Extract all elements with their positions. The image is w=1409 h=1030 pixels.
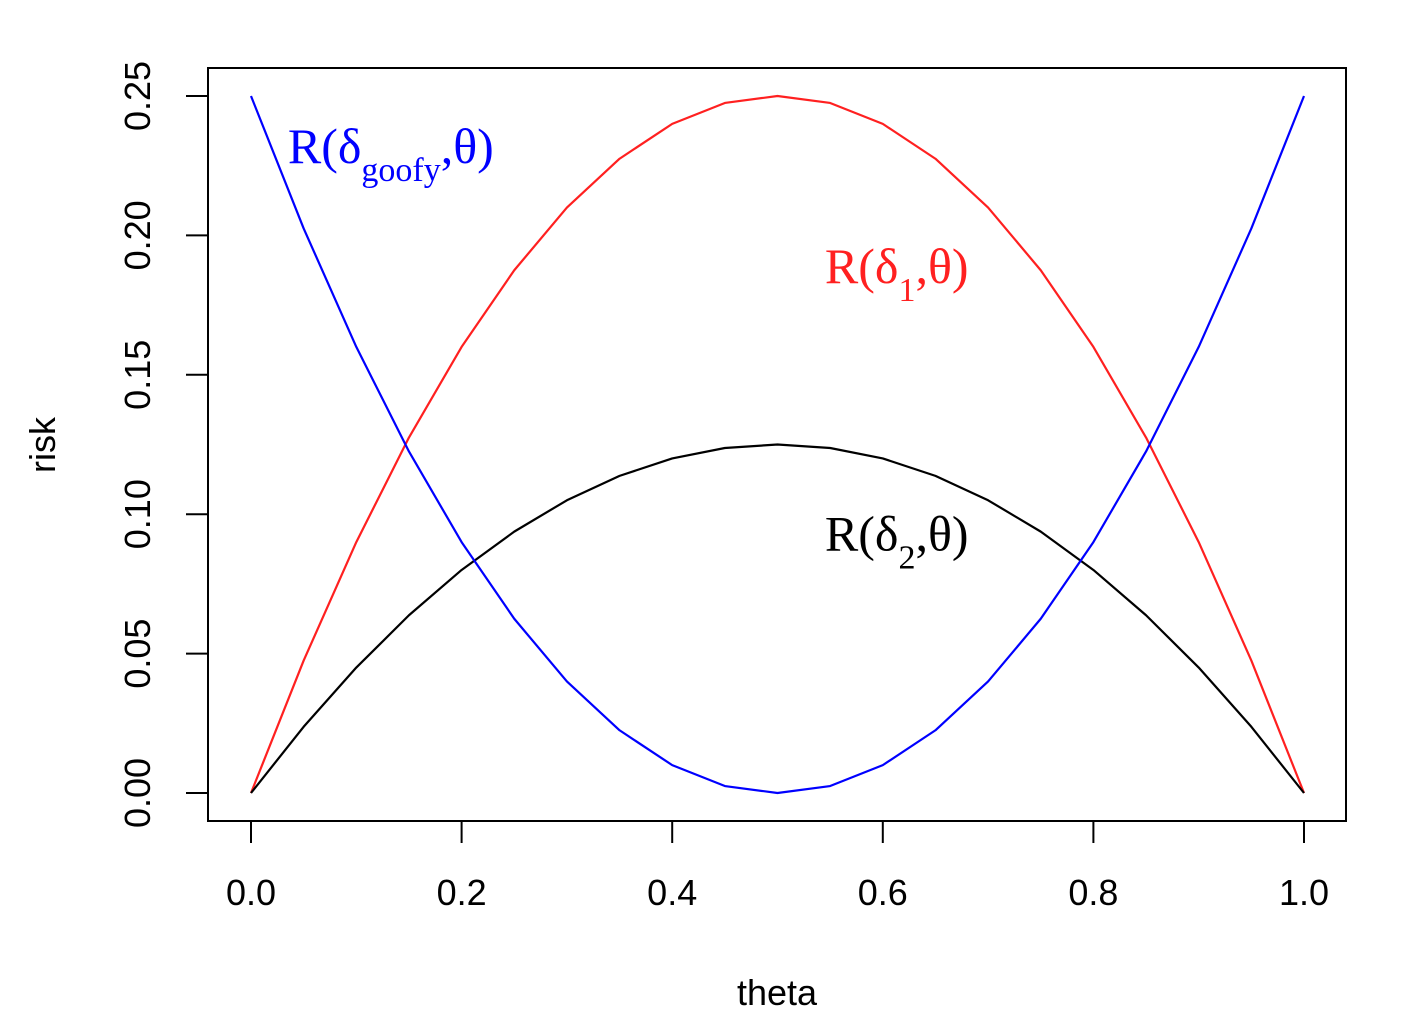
annotation-layer: R(δgoofy,θ) R(δ1,θ) R(δ2,θ): [288, 118, 969, 577]
curve-annotation-1: R(δgoofy,θ): [288, 118, 494, 189]
y-tick-label-2: 0.10: [117, 479, 158, 549]
curve-annotation-3: R(δ2,θ): [825, 505, 969, 576]
x-tick-label-1: 0.2: [437, 872, 487, 913]
series-line-3: [249, 95, 1306, 795]
x-tick-label-4: 0.8: [1068, 872, 1118, 913]
y-tick-label-3: 0.15: [117, 340, 158, 410]
curve-annotation-2: R(δ1,θ): [825, 238, 969, 309]
x-tick-label-3: 0.6: [858, 872, 908, 913]
series-line-1: [249, 94, 1306, 794]
y-axis: 0.00 0.05 0.10 0.15 0.20 0.25: [117, 61, 209, 828]
series-line-2: [250, 443, 1305, 794]
x-axis-label: theta: [737, 972, 818, 1013]
x-tick-label-5: 1.0: [1279, 872, 1329, 913]
y-axis-label: risk: [22, 416, 63, 473]
y-tick-label-4: 0.20: [117, 200, 158, 270]
y-tick-label-0: 0.00: [117, 758, 158, 828]
y-tick-label-5: 0.25: [117, 61, 158, 131]
y-tick-label-1: 0.05: [117, 619, 158, 689]
series-layer: [249, 94, 1306, 795]
x-axis: 0.0 0.2 0.4 0.6 0.8 1.0: [226, 820, 1329, 913]
x-tick-label-2: 0.4: [647, 872, 697, 913]
x-tick-label-0: 0.0: [226, 872, 276, 913]
